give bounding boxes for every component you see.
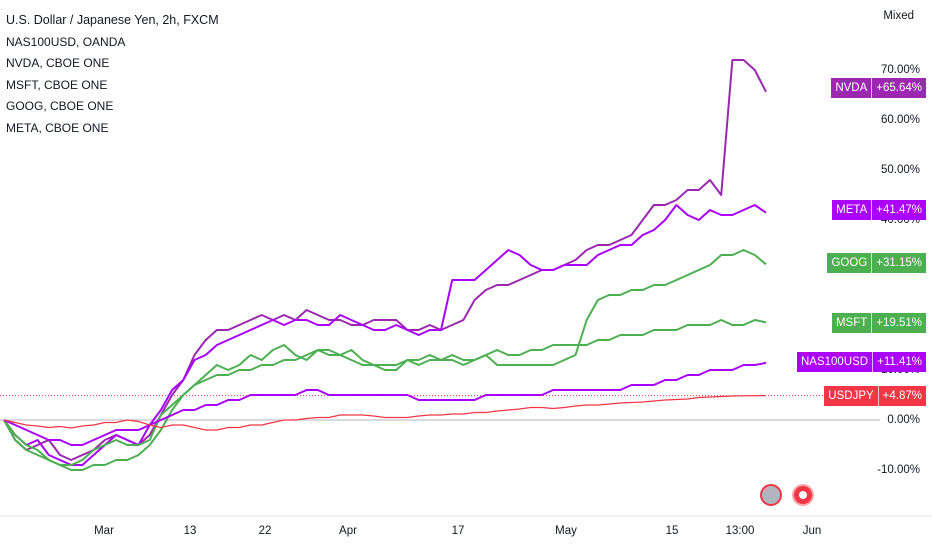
x-tick-label: 22 bbox=[258, 525, 272, 537]
y-tick-label: -10.00% bbox=[877, 464, 920, 476]
price-tag-change: +31.15% bbox=[876, 257, 922, 269]
series-line-usdjpy[interactable] bbox=[3, 395, 766, 431]
price-tag-symbol: NAS100USD bbox=[797, 352, 874, 372]
y-tick-label: 70.00% bbox=[880, 64, 920, 76]
price-tag-symbol: GOOG bbox=[827, 253, 873, 273]
price-tag-change: +41.47% bbox=[876, 204, 922, 216]
price-tag-change: +4.87% bbox=[882, 390, 922, 402]
price-tag-change: +19.51% bbox=[876, 317, 922, 329]
x-tick-label: 15 bbox=[665, 525, 679, 537]
legend-item-nvda[interactable]: NVDA, CBOE ONE bbox=[6, 56, 110, 70]
series-line-goog[interactable] bbox=[3, 249, 767, 466]
price-tag-symbol: META bbox=[832, 200, 873, 220]
price-tag-change: +11.41% bbox=[877, 356, 922, 368]
price-tag-nas100usd: NAS100USD +11.41% bbox=[797, 352, 926, 372]
price-tag-meta: META +41.47% bbox=[832, 200, 926, 220]
price-tag-goog: GOOG +31.15% bbox=[827, 253, 926, 273]
x-tick-label: 13:00 bbox=[725, 525, 755, 537]
price-tag-symbol: MSFT bbox=[832, 313, 873, 333]
legend-item-usdjpy[interactable]: U.S. Dollar / Japanese Yen, 2h, FXCM bbox=[6, 13, 219, 27]
price-tag-msft: MSFT +19.51% bbox=[831, 313, 926, 333]
scale-mode-label[interactable]: Mixed bbox=[883, 10, 914, 22]
y-tick-label: 0.00% bbox=[887, 414, 920, 426]
x-tick-label: 13 bbox=[183, 525, 197, 537]
y-tick-label: 60.00% bbox=[880, 114, 920, 126]
x-tick-label: Apr bbox=[339, 525, 357, 537]
series-line-meta[interactable] bbox=[3, 204, 767, 466]
legend-item-nas100usd[interactable]: NAS100USD, OANDA bbox=[6, 34, 126, 49]
legend-item-msft[interactable]: MSFT, CBOE ONE bbox=[6, 77, 108, 92]
series-line-msft[interactable] bbox=[3, 319, 767, 471]
price-tag-usdjpy: USDJPY +4.87% bbox=[824, 386, 926, 406]
series-line-nas100usd[interactable] bbox=[3, 361, 767, 446]
record-circle-icon[interactable] bbox=[792, 484, 814, 506]
x-tick-label: May bbox=[555, 525, 577, 537]
legend: U.S. Dollar / Japanese Yen, 2h, FXCM NAS… bbox=[6, 10, 219, 139]
x-tick-label: 17 bbox=[451, 525, 465, 537]
flag-circle-icon[interactable] bbox=[760, 484, 782, 506]
price-tag-nvda: NVDA +65.64% bbox=[831, 78, 926, 98]
x-tick-label: Jun bbox=[802, 525, 822, 537]
price-tag-symbol: USDJPY bbox=[824, 386, 879, 406]
x-tick-label: Mar bbox=[94, 525, 114, 537]
legend-item-goog[interactable]: GOOG, CBOE ONE bbox=[6, 99, 114, 113]
price-tag-change: +65.64% bbox=[876, 82, 922, 94]
y-tick-label: 50.00% bbox=[880, 164, 920, 176]
price-tag-symbol: NVDA bbox=[831, 78, 873, 98]
legend-item-meta[interactable]: META, CBOE ONE bbox=[6, 120, 109, 135]
